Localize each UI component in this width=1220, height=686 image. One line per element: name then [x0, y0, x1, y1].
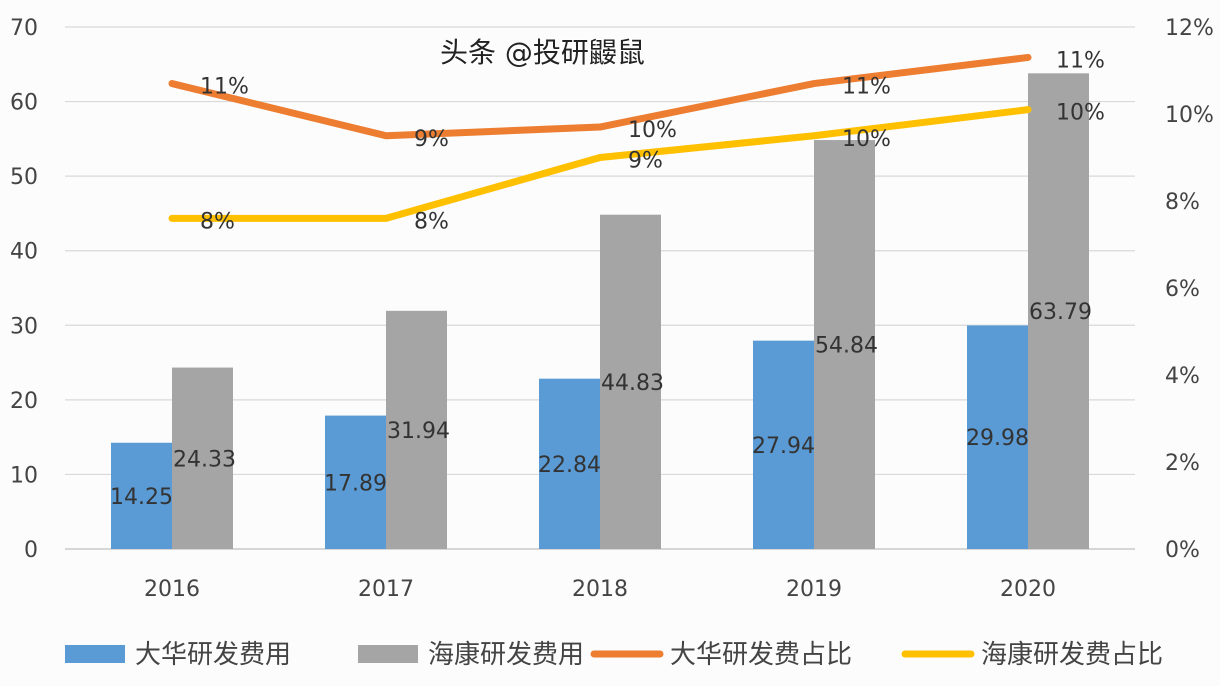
- line-value-label: 10%: [1056, 101, 1105, 126]
- left-tick-label: 20: [10, 389, 38, 414]
- right-tick-label: 2%: [1165, 451, 1200, 476]
- line-value-label: 9%: [628, 149, 663, 174]
- lines: [168, 53, 1032, 222]
- line-value-label: 11%: [200, 75, 249, 100]
- x-tick-label: 2018: [572, 577, 628, 602]
- line-dahua-ratio: [168, 53, 1032, 140]
- line-hikvision-ratio: [168, 106, 1032, 222]
- line-value-label: 10%: [628, 118, 677, 143]
- legend-swatch: [65, 645, 125, 663]
- watermark: 头条 @投研鼹鼠: [440, 36, 645, 69]
- bar-value-label: 27.94: [752, 434, 815, 459]
- bar-dahua: [325, 415, 386, 549]
- bar-value-label: 44.83: [601, 371, 664, 396]
- legend-label: 大华研发费占比: [670, 640, 852, 670]
- bar-hikvision: [814, 140, 875, 549]
- bar-value-label: 24.33: [173, 447, 236, 472]
- right-tick-label: 0%: [1165, 538, 1200, 563]
- right-tick-label: 10%: [1165, 103, 1214, 128]
- line-value-label: 8%: [414, 209, 449, 234]
- bar-dahua: [111, 442, 172, 549]
- bar-dahua: [753, 340, 814, 549]
- line-value-label: 11%: [1056, 48, 1105, 73]
- x-tick-label: 2019: [786, 577, 842, 602]
- bar-hikvision: [1028, 73, 1089, 549]
- line-value-label: 9%: [414, 127, 449, 152]
- left-tick-label: 30: [10, 314, 38, 339]
- bars: [111, 73, 1089, 549]
- data-labels: 14.25 17.89 22.84 27.94 29.98 24.33 31.94 44.83…: [110, 48, 1105, 509]
- right-axis: 0% 2% 4% 6% 8% 10% 12%: [1165, 16, 1214, 563]
- legend-swatch: [358, 645, 418, 663]
- bar-value-label: 22.84: [538, 453, 601, 478]
- bar-value-label: 17.89: [324, 471, 387, 496]
- bar-value-label: 63.79: [1029, 300, 1092, 325]
- right-tick-label: 12%: [1165, 16, 1214, 41]
- bar-dahua: [539, 378, 600, 549]
- legend-label: 大华研发费用: [135, 640, 291, 670]
- legend-label: 海康研发费占比: [981, 640, 1163, 670]
- right-tick-label: 4%: [1165, 364, 1200, 389]
- left-tick-label: 60: [10, 91, 38, 116]
- line-value-label: 10%: [842, 127, 891, 152]
- left-tick-label: 70: [10, 16, 38, 41]
- x-tick-label: 2020: [1000, 577, 1056, 602]
- bar-value-label: 54.84: [815, 334, 878, 359]
- right-tick-label: 8%: [1165, 190, 1200, 215]
- left-axis: 0 10 20 30 40 50 60 70: [10, 16, 38, 563]
- line-value-label: 8%: [200, 209, 235, 234]
- left-tick-label: 50: [10, 165, 38, 190]
- left-tick-label: 10: [10, 463, 38, 488]
- bar-value-label: 31.94: [387, 419, 450, 444]
- x-tick-label: 2016: [144, 577, 200, 602]
- left-tick-label: 0: [24, 538, 38, 563]
- bar-hikvision: [386, 310, 447, 549]
- line-value-label: 11%: [842, 75, 891, 100]
- bar-hikvision: [600, 214, 661, 549]
- left-tick-label: 40: [10, 240, 38, 265]
- bar-value-label: 14.25: [110, 485, 173, 510]
- x-axis: 2016 2017 2018 2019 2020: [144, 577, 1056, 602]
- bar-dahua: [967, 325, 1028, 549]
- right-tick-label: 6%: [1165, 277, 1200, 302]
- legend-label: 海康研发费用: [428, 640, 584, 670]
- x-tick-label: 2017: [358, 577, 414, 602]
- bar-value-label: 29.98: [966, 426, 1029, 451]
- bar-hikvision: [172, 367, 233, 549]
- legend: 大华研发费用 海康研发费用 大华研发费占比 海康研发费占比: [65, 640, 1163, 670]
